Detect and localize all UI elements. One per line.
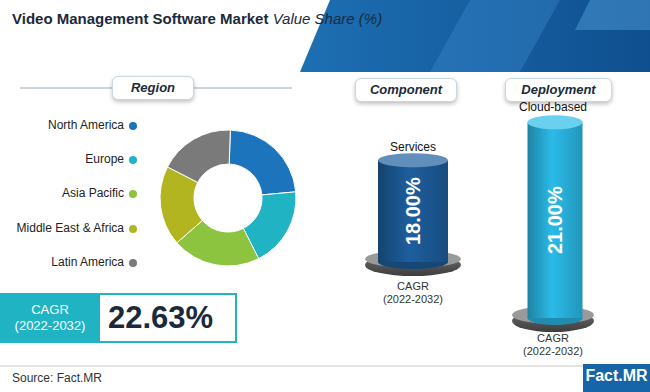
html-text:22.63%: 22.63% [108, 300, 214, 335]
html-text:Europe: Europe [85, 152, 124, 166]
html-text:Middle East & Africa: Middle East & Africa [16, 221, 124, 235]
svg-text:18.00%: 18.00% [402, 177, 424, 245]
svg-text:21.00%: 21.00% [544, 186, 566, 254]
html-text:(2022-2032): (2022-2032) [523, 345, 583, 357]
html-text:CAGR: CAGR [31, 302, 69, 317]
html-text:Deployment: Deployment [521, 82, 596, 97]
html-text:Region: Region [131, 80, 175, 95]
html-text:Cloud-based: Cloud-based [519, 100, 587, 114]
html-text:(2022-2032): (2022-2032) [14, 318, 86, 333]
html-text:CAGR: CAGR [537, 332, 569, 344]
html-text:Latin America: Latin America [51, 255, 124, 269]
html-text:Source: Fact.MR: Source: Fact.MR [12, 371, 102, 385]
html-text:North America: North America [48, 118, 124, 132]
html-text:Fact.MR: Fact.MR [585, 367, 648, 384]
html-text:Services: Services [390, 140, 436, 154]
html-text:Component: Component [369, 82, 443, 97]
html-text:Asia Pacific: Asia Pacific [62, 186, 124, 200]
html-text:Video Management Software Mark: Video Management Software Market Value S… [12, 10, 383, 27]
html-text:CAGR: CAGR [397, 280, 429, 292]
html-text:(2022-2032): (2022-2032) [383, 293, 443, 305]
